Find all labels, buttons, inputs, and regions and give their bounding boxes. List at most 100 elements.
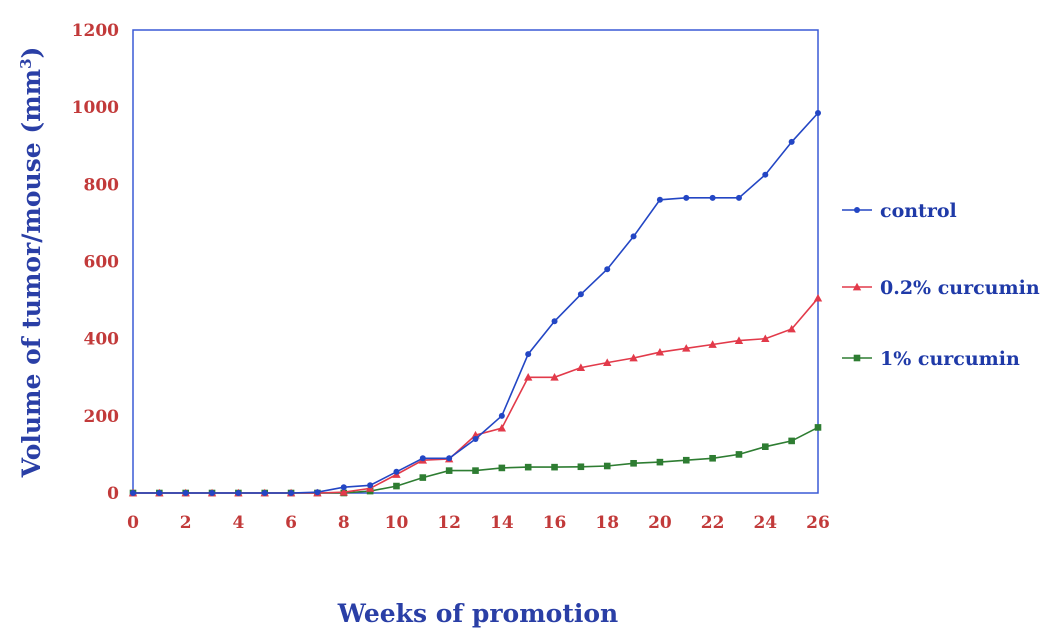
data-point [498,412,505,419]
legend-item: control [842,200,957,222]
y-tick-label: 600 [84,253,120,273]
x-tick-label: 6 [285,513,297,533]
data-point [393,468,400,475]
data-point [682,456,690,464]
data-point [472,467,479,474]
data-point [735,194,742,201]
data-point [655,347,665,356]
data-point [524,463,532,471]
data-point [367,482,374,489]
data-point [788,138,795,145]
y-tick-label: 1000 [72,98,119,118]
x-axis-ticks: 0 2 4 6 8 10 12 14 16 18 20 22 24 26 [127,513,830,533]
data-point [182,490,189,496]
y-axis-title-suffix: ) [17,47,46,59]
legend-marker [853,354,861,362]
legend-label: 1% curcumin [880,348,1020,370]
data-point [762,171,769,178]
legend-label: control [880,200,957,222]
data-point [788,437,795,445]
x-axis-title: Weeks of promotion [337,599,618,628]
data-point [603,462,611,470]
data-point [813,293,823,302]
y-axis-ticks: 0 200 400 600 800 1000 1200 [72,21,119,504]
legend-item: 0.2% curcumin [842,277,1040,299]
data-point [603,358,612,366]
data-point [261,490,268,496]
data-point [446,455,453,462]
y-tick-label: 400 [84,330,120,350]
data-point [577,463,585,471]
data-point [762,443,769,450]
y-axis-title: Volume of tumor/mouse (mm3) [17,47,46,479]
data-point [419,455,426,462]
data-point [577,291,584,298]
data-point [576,363,586,371]
data-point [445,467,453,474]
data-point [787,324,796,333]
y-tick-label: 0 [107,484,119,504]
series-line [133,297,819,494]
x-tick-label: 12 [437,513,461,533]
data-point [498,464,506,472]
x-tick-label: 20 [648,513,672,533]
series-1 [128,293,823,497]
x-tick-label: 24 [753,513,777,533]
data-point [656,196,663,203]
data-point [314,489,321,496]
data-point [682,344,691,352]
data-point [497,423,507,432]
y-axis-title-superscript: 3 [17,58,35,68]
data-point [393,482,400,490]
legend-marker [852,282,862,291]
x-tick-label: 2 [180,513,192,533]
x-tick-label: 18 [595,513,619,533]
x-tick-label: 26 [806,513,830,533]
legend-label: 0.2% curcumin [880,277,1040,299]
data-point [156,490,163,496]
x-tick-label: 0 [127,513,139,533]
x-tick-label: 4 [232,513,244,533]
data-point [683,194,690,201]
data-point [604,266,611,273]
data-point [551,318,558,325]
data-point [709,194,716,201]
y-tick-label: 800 [84,175,120,195]
data-point [550,373,559,381]
data-point [339,488,348,496]
data-point [130,490,136,496]
data-point [523,373,533,381]
y-axis-title-text: Volume of tumor/mouse (mm [17,69,46,479]
data-point [709,454,716,462]
legend-item: 1% curcumin [842,348,1020,370]
x-tick-label: 14 [490,513,514,533]
x-tick-label: 22 [701,513,725,533]
data-point [209,490,216,496]
data-point [340,484,347,491]
y-tick-label: 200 [84,407,120,427]
data-point [656,458,664,466]
data-point [815,109,821,116]
x-tick-label: 8 [338,513,350,533]
data-point [419,474,427,481]
data-point [761,334,770,343]
series-0 [130,109,821,496]
data-point [472,435,479,442]
data-point [735,451,743,458]
data-point [629,353,638,362]
x-tick-label: 16 [543,513,567,533]
x-tick-label: 10 [385,513,409,533]
data-point [708,340,717,348]
data-point [734,336,744,344]
y-tick-label: 1200 [72,21,119,41]
legend-marker [854,207,860,213]
series-layer [128,109,823,497]
data-point [288,490,295,496]
data-point [551,463,558,471]
data-point [525,351,532,358]
data-point [235,490,242,496]
data-point [814,424,822,431]
data-point [630,459,637,467]
data-point [630,233,637,240]
